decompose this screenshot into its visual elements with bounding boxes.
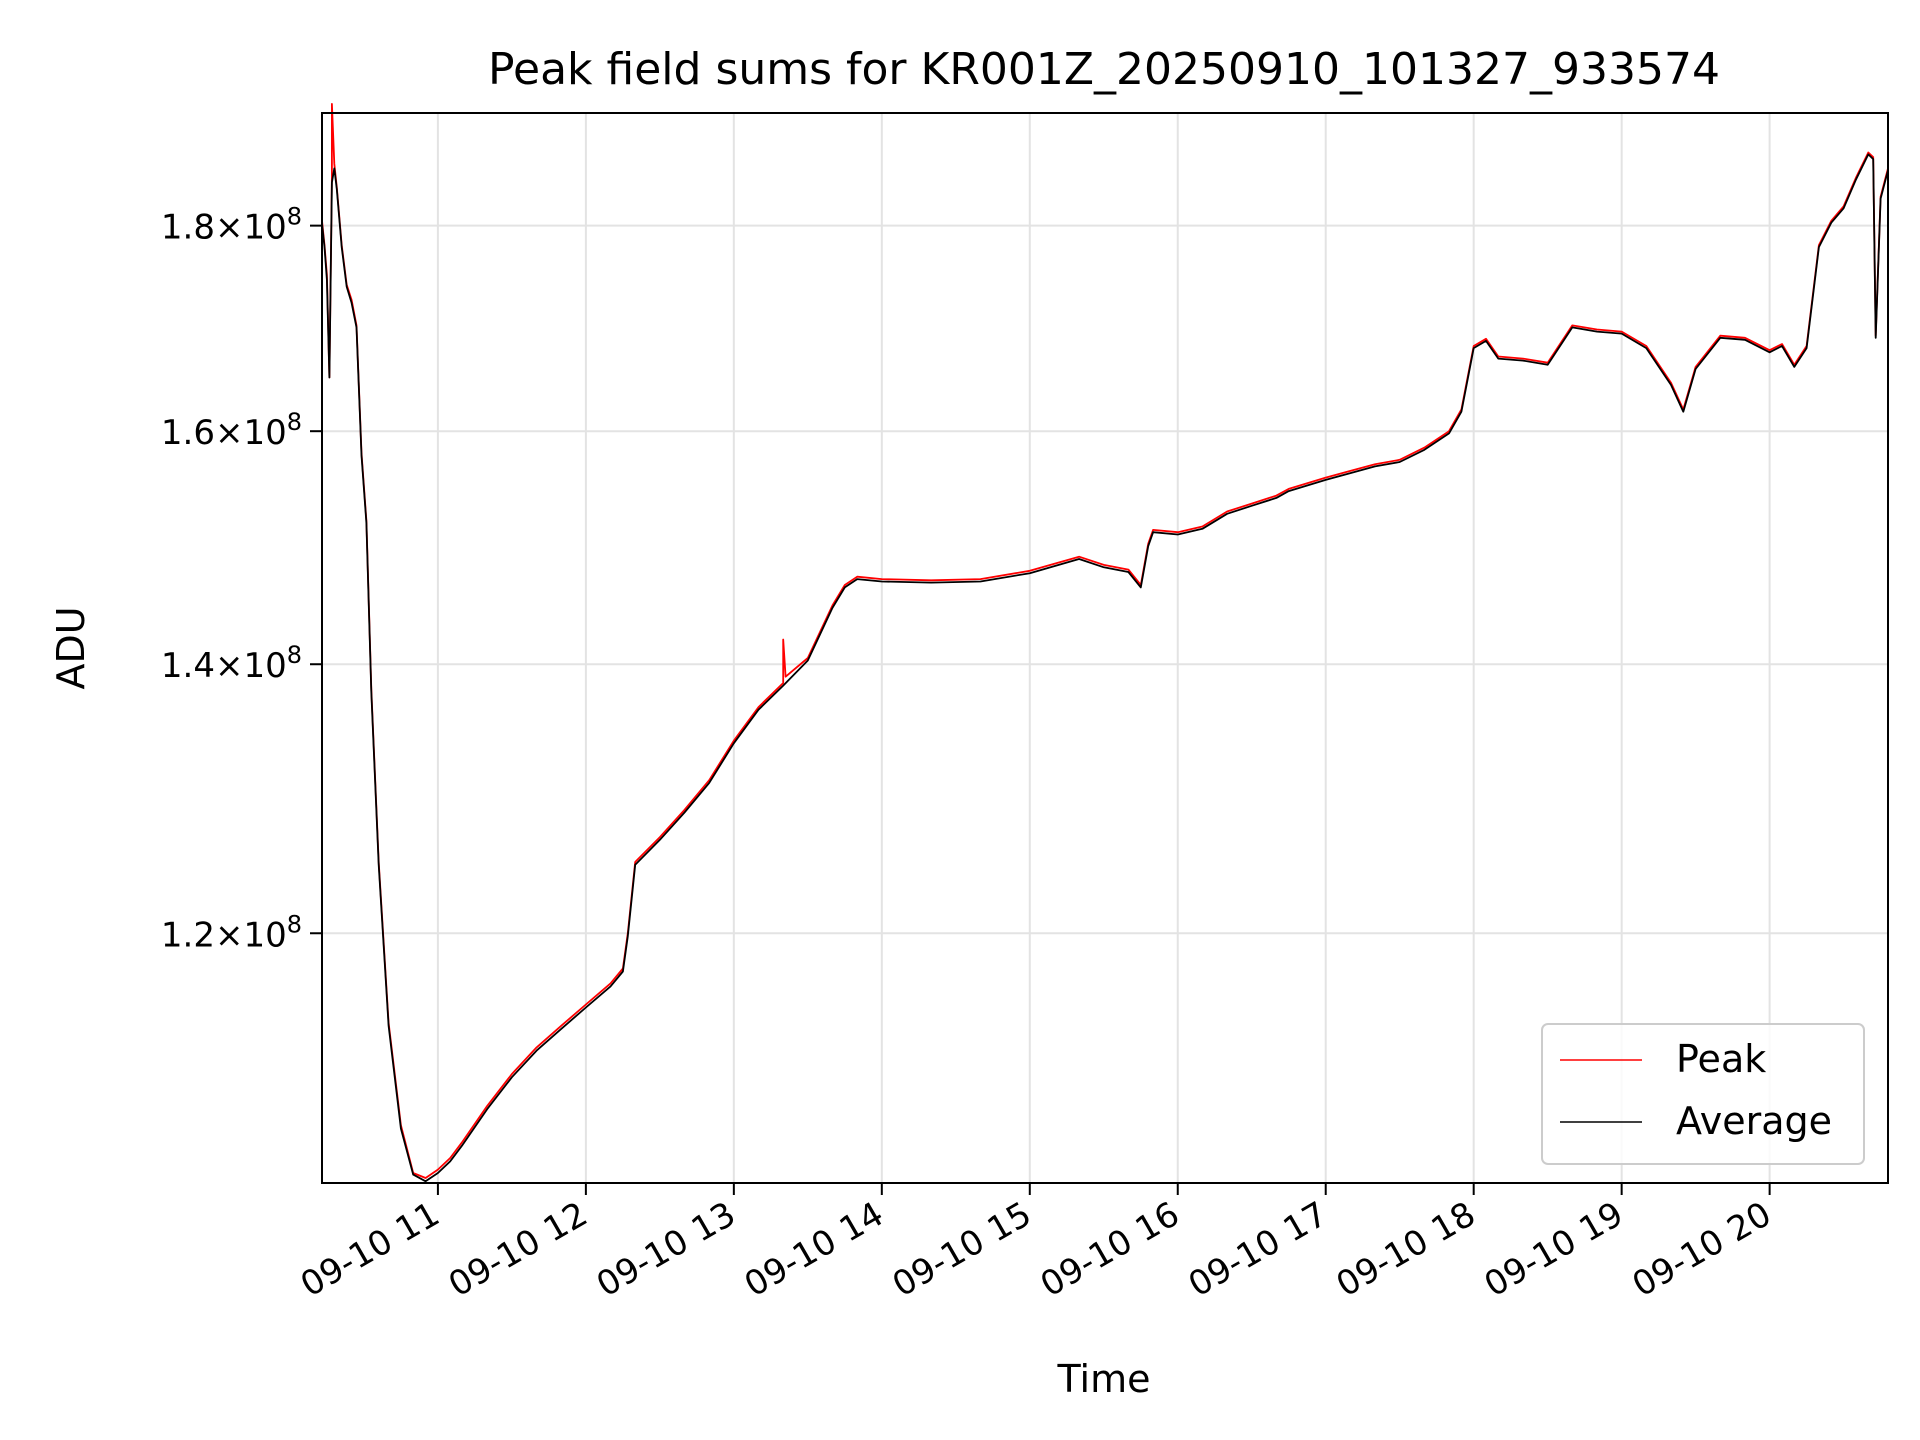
y-axis-label: ADU [49, 606, 93, 689]
y-tick-base: ×10 [215, 413, 287, 453]
x-axis-label: Time [1057, 1357, 1151, 1401]
plot-frame [321, 112, 1889, 1184]
y-tick-mantissa: 1.8 [161, 208, 215, 248]
y-tick-exponent: 8 [287, 641, 302, 669]
grid [322, 113, 1888, 1183]
legend-box [1541, 1023, 1865, 1165]
y-tick-exponent: 8 [287, 910, 302, 938]
y-tick-base: ×10 [215, 208, 287, 248]
series-line-average [321, 153, 1889, 1183]
y-tick-mantissa: 1.2 [161, 915, 215, 955]
y-tick-exponent: 8 [287, 408, 302, 436]
y-tick-label: 1.4×108 [161, 641, 302, 686]
y-tick-mantissa: 1.4 [161, 646, 215, 686]
legend-label-peak: Peak [1676, 1037, 1766, 1081]
y-tick-exponent: 8 [287, 203, 302, 231]
y-tick-mantissa: 1.6 [161, 413, 215, 453]
y-tick-base: ×10 [215, 915, 287, 955]
plot-series [321, 103, 1889, 1183]
chart-title: Peak field sums for KR001Z_20250910_1013… [488, 44, 1720, 95]
legend: Peak Average [1541, 1023, 1865, 1165]
y-tick-base: ×10 [215, 646, 287, 686]
y-tick-label: 1.6×108 [161, 408, 302, 453]
y-tick-label: 1.2×108 [161, 910, 302, 955]
y-tick-label: 1.8×108 [161, 203, 302, 248]
legend-label-average: Average [1676, 1099, 1832, 1143]
